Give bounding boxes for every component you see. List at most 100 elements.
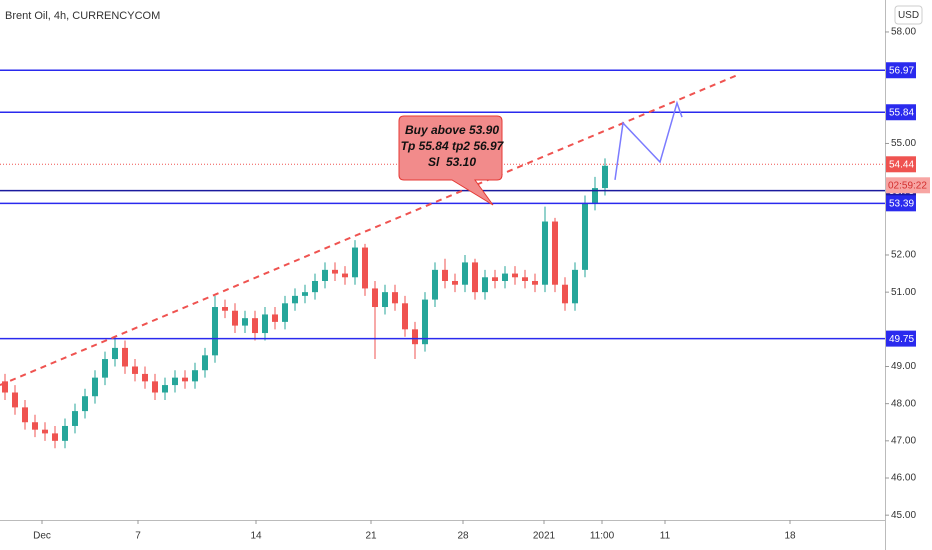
x-tick-label: 7 — [135, 531, 141, 542]
candle-body — [462, 262, 468, 285]
candle-body — [532, 281, 538, 285]
y-tick-label: 55.00 — [891, 138, 916, 149]
currency-button[interactable] — [894, 5, 923, 25]
candle-body — [142, 373, 148, 382]
candle-body — [212, 307, 218, 356]
candle-body — [92, 377, 98, 397]
candle-body — [582, 202, 588, 270]
candle-body — [192, 370, 198, 382]
trendline — [0, 73, 741, 386]
level-label: 49.75 — [889, 334, 914, 345]
candle-body — [72, 411, 78, 426]
candle-body — [402, 303, 408, 330]
x-tick-label: 14 — [250, 531, 262, 542]
candle-body — [492, 277, 498, 282]
candle-body — [442, 269, 448, 282]
candle-body — [162, 385, 168, 393]
y-tick-label: 51.00 — [891, 287, 916, 298]
level-label-bg — [886, 195, 916, 212]
callout — [398, 115, 503, 206]
candle-body — [422, 299, 428, 345]
x-tick-label: Dec — [33, 531, 51, 542]
y-tick-label: 58.00 — [891, 27, 916, 38]
callout-text: Sl 53.10 — [428, 155, 476, 169]
projection — [614, 100, 683, 181]
y-tick-label: 45.00 — [891, 510, 916, 521]
candle-body — [182, 377, 188, 382]
currency-label[interactable]: USD — [898, 10, 919, 21]
candle-body — [12, 392, 18, 408]
candle-body — [392, 292, 398, 304]
candle-body — [542, 221, 548, 285]
candle-body — [602, 165, 608, 189]
x-tick-label: 28 — [457, 531, 469, 542]
candle-body — [172, 377, 178, 386]
candle-body — [32, 422, 38, 430]
callout-text: Buy above 53.90 — [405, 123, 499, 137]
candle-body — [482, 277, 488, 293]
countdown-bg — [886, 177, 930, 194]
candle-body — [82, 396, 88, 412]
candle-body — [382, 292, 388, 308]
candle-body — [322, 269, 328, 282]
candle-body — [312, 281, 318, 293]
callout-text: Tp 55.84 tp2 56.97 — [401, 139, 505, 153]
candle-body — [362, 247, 368, 289]
x-tick-label: 2021 — [533, 531, 556, 542]
y-tick-label: 49.00 — [891, 361, 916, 372]
level-label-bg — [886, 330, 916, 347]
candle-body — [332, 269, 338, 274]
last-price-bg — [886, 156, 916, 173]
candle-body — [562, 284, 568, 304]
candle-body — [552, 221, 558, 285]
x-tick-label: 11 — [660, 531, 671, 542]
candle-body — [452, 281, 458, 285]
x-tick-label: 18 — [784, 531, 796, 542]
candle-body — [572, 269, 578, 304]
candle-body — [342, 273, 348, 278]
y-tick-label: 47.00 — [891, 435, 916, 446]
candle-body — [122, 347, 128, 367]
candle-body — [102, 359, 108, 378]
x-tick-label: 21 — [365, 531, 377, 542]
candle-body — [352, 247, 358, 278]
level-label: 55.84 — [889, 107, 914, 118]
candle-body — [432, 269, 438, 300]
candle-body — [522, 277, 528, 282]
candle-body — [592, 188, 598, 203]
candle-body — [132, 366, 138, 374]
chart-title: Brent Oil, 4h, CURRENCYCOM — [5, 10, 160, 22]
candle-body — [472, 262, 478, 293]
level-label: 56.97 — [889, 65, 914, 76]
candle-body — [112, 347, 118, 360]
y-tick-label: 48.00 — [891, 398, 916, 409]
candle-body — [252, 318, 258, 334]
candle-body — [22, 407, 28, 423]
y-tick-label: 46.00 — [891, 473, 916, 484]
candle-body — [202, 355, 208, 371]
candle-body — [2, 381, 8, 393]
candle-body — [412, 329, 418, 345]
countdown-label: 02:59:22 — [888, 180, 927, 191]
level-label-bg — [886, 62, 916, 79]
level-label: 53.39 — [889, 198, 914, 209]
last-price-label: 54.44 — [889, 159, 914, 170]
candle-body — [242, 318, 248, 326]
candle-body — [372, 288, 378, 308]
candle-body — [262, 314, 268, 334]
candle-body — [282, 303, 288, 322]
candle-body — [42, 429, 48, 434]
x-tick-label: 11:00 — [590, 531, 615, 542]
candle-body — [272, 314, 278, 322]
candle-body — [292, 295, 298, 304]
candle-body — [62, 425, 68, 441]
level-label-bg — [886, 104, 916, 121]
candle-body — [232, 310, 238, 326]
y-tick-label: 52.00 — [891, 250, 916, 261]
candle-body — [222, 307, 228, 311]
candle-body — [52, 433, 58, 441]
candle-body — [152, 381, 158, 393]
candle-body — [302, 292, 308, 296]
candle-body — [502, 273, 508, 282]
candle-body — [512, 273, 518, 278]
